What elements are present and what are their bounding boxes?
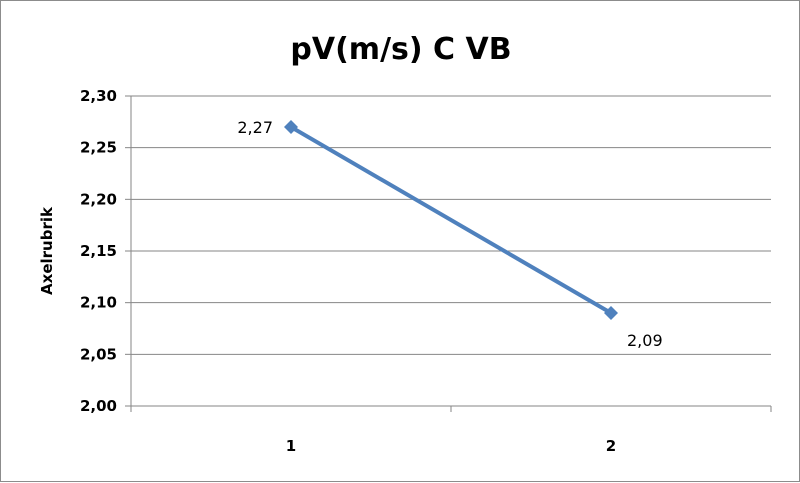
series-line (289, 125, 613, 315)
y-tick-label: 2,20 (80, 190, 117, 208)
data-label: 2,27 (237, 118, 273, 137)
y-axis-title: Axelrubrik (38, 206, 56, 295)
y-tick-label: 2,10 (80, 294, 117, 312)
y-tick-label: 2,15 (80, 242, 117, 260)
series-group: 2,27 2,09 (237, 118, 662, 350)
chart-title: pV(m/s) C VB (290, 32, 511, 67)
y-tick-label: 2,25 (80, 139, 117, 157)
data-label: 2,09 (627, 331, 663, 350)
y-tick-labels: 2,00 2,05 2,10 2,15 2,20 2,25 2,30 (80, 87, 117, 415)
y-tick-label: 2,00 (80, 397, 117, 415)
y-tick-label: 2,05 (80, 345, 117, 363)
data-point-marker (284, 120, 298, 134)
gridlines (125, 95, 772, 412)
x-tick-label: 2 (606, 437, 616, 455)
data-point-marker (604, 306, 618, 320)
y-tick-label: 2,30 (80, 87, 117, 105)
x-tick-label: 1 (286, 437, 296, 455)
